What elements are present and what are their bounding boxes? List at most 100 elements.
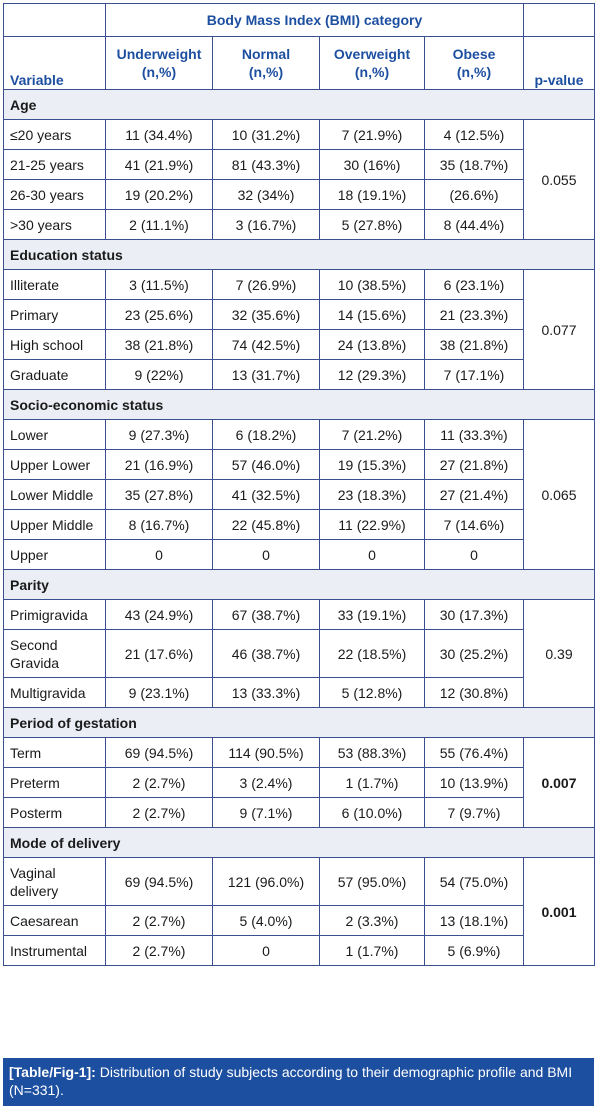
- table-cell: 35 (18.7%): [424, 149, 524, 180]
- table-cell: 3 (11.5%): [105, 269, 213, 300]
- table-cell: 38 (21.8%): [424, 329, 524, 360]
- table-cell: 27 (21.8%): [424, 449, 524, 480]
- table-cell: 0: [212, 935, 320, 966]
- table-cell: 5 (12.8%): [319, 677, 425, 708]
- table-row: Upper 0 0 0 0: [3, 539, 595, 570]
- table-cell: 6 (10.0%): [319, 797, 425, 828]
- table-cell: 67 (38.7%): [212, 599, 320, 630]
- pvalue-cell: 0.055: [523, 119, 595, 240]
- table-row: Graduate 9 (22%) 13 (31.7%) 12 (29.3%) 7 (17…: [3, 359, 595, 390]
- row-label: Multigravida: [3, 677, 106, 708]
- table-cell: 2 (2.7%): [105, 905, 213, 936]
- table-row: Instrumental 2 (2.7%) 0 1 (1.7%) 5 (6.9%): [3, 935, 595, 966]
- bmi-table: Body Mass Index (BMI) category Variable …: [3, 3, 595, 966]
- table-cell: 69 (94.5%): [105, 737, 213, 768]
- table-cell: 21 (23.3%): [424, 299, 524, 330]
- table-cell: 9 (27.3%): [105, 419, 213, 450]
- table-cell: 5 (4.0%): [212, 905, 320, 936]
- row-label: Instrumental: [3, 935, 106, 966]
- table-cell: 6 (18.2%): [212, 419, 320, 450]
- table-cell: 7 (9.7%): [424, 797, 524, 828]
- section-row: Parity: [3, 569, 595, 600]
- row-label: Lower Middle: [3, 479, 106, 510]
- row-label: Upper Middle: [3, 509, 106, 540]
- row-label: Posterm: [3, 797, 106, 828]
- table-cell: 69 (94.5%): [105, 857, 213, 906]
- table-row: Multigravida 9 (23.1%) 13 (33.3%) 5 (12.8%)…: [3, 677, 595, 708]
- table-cell: 57 (46.0%): [212, 449, 320, 480]
- table-row: ≤20 years 11 (34.4%) 10 (31.2%) 7 (21.9%) 4 …: [3, 119, 595, 240]
- table-cell: 12 (29.3%): [319, 359, 425, 390]
- table-cell: 1 (1.7%): [319, 767, 425, 798]
- table-row: Lower Middle 35 (27.8%) 41 (32.5%) 23 (18.3…: [3, 479, 595, 510]
- table-cell: 2 (2.7%): [105, 935, 213, 966]
- table-row: Primigravida 43 (24.9%) 67 (38.7%) 33 (19.1…: [3, 599, 595, 708]
- table-cell: 0: [212, 539, 320, 570]
- table-cell: 5 (27.8%): [319, 209, 425, 240]
- row-label: Lower: [3, 419, 106, 450]
- table-cell: 9 (22%): [105, 359, 213, 390]
- section-row: Socio-economic status: [3, 389, 595, 420]
- table-row: Second Gravida 21 (17.6%) 46 (38.7%) 22 (18…: [3, 629, 595, 678]
- row-label: Term: [3, 737, 106, 768]
- variable-header: Variable: [3, 36, 106, 90]
- table-cell: 0: [319, 539, 425, 570]
- pvalue-cell: 0.39: [523, 599, 595, 708]
- pvalue-cell: 0.065: [523, 419, 595, 570]
- row-label: Vaginal delivery: [3, 857, 106, 906]
- bmi-category-header: Body Mass Index (BMI) category: [105, 3, 524, 37]
- table-row: High school 38 (21.8%) 74 (42.5%) 24 (13.8%…: [3, 329, 595, 360]
- table-cell: 46 (38.7%): [212, 629, 320, 678]
- table-row: Upper Lower 21 (16.9%) 57 (46.0%) 19 (15.3%…: [3, 449, 595, 480]
- row-label: Primary: [3, 299, 106, 330]
- table-cell: 74 (42.5%): [212, 329, 320, 360]
- table-cell: 81 (43.3%): [212, 149, 320, 180]
- table-cell: 54 (75.0%): [424, 857, 524, 906]
- section-title: Period of gestation: [3, 707, 595, 738]
- col-header-normal: Normal (n,%): [212, 36, 320, 90]
- table-cell: 1 (1.7%): [319, 935, 425, 966]
- pvalue-cell: 0.077: [523, 269, 595, 390]
- table-row: Term 69 (94.5%) 114 (90.5%) 53 (88.3%) 55 (7…: [3, 737, 595, 828]
- table-row: Lower 9 (27.3%) 6 (18.2%) 7 (21.2%) 11 (33.3…: [3, 419, 595, 570]
- pvalue-cell: 0.001: [523, 857, 595, 966]
- row-label: Illiterate: [3, 269, 106, 300]
- section-row: Age: [3, 89, 595, 120]
- table-cell: 32 (35.6%): [212, 299, 320, 330]
- header-blank-cell: [3, 3, 106, 37]
- table-cell: (26.6%): [424, 179, 524, 210]
- row-label: Upper: [3, 539, 106, 570]
- row-label: Second Gravida: [3, 629, 106, 678]
- table-cell: 2 (3.3%): [319, 905, 425, 936]
- table-cell: 4 (12.5%): [424, 119, 524, 150]
- table-cell: 22 (18.5%): [319, 629, 425, 678]
- caption-text: Distribution of study subjects according…: [9, 1064, 573, 1098]
- table-cell: 13 (31.7%): [212, 359, 320, 390]
- row-label: 26-30 years: [3, 179, 106, 210]
- table-cell: 8 (44.4%): [424, 209, 524, 240]
- table-cell: 23 (25.6%): [105, 299, 213, 330]
- table-row: Primary 23 (25.6%) 32 (35.6%) 14 (15.6%) 21 …: [3, 299, 595, 330]
- table-cell: 9 (7.1%): [212, 797, 320, 828]
- table-cell: 9 (23.1%): [105, 677, 213, 708]
- col-header-obese: Obese (n,%): [424, 36, 524, 90]
- table-cell: 22 (45.8%): [212, 509, 320, 540]
- table-cell: 19 (15.3%): [319, 449, 425, 480]
- row-label: ≤20 years: [3, 119, 106, 150]
- table-cell: 5 (6.9%): [424, 935, 524, 966]
- row-label: 21-25 years: [3, 149, 106, 180]
- table-cell: 11 (33.3%): [424, 419, 524, 450]
- table-row: Upper Middle 8 (16.7%) 22 (45.8%) 11 (22.9%…: [3, 509, 595, 540]
- table-cell: 2 (2.7%): [105, 767, 213, 798]
- table-cell: 55 (76.4%): [424, 737, 524, 768]
- section-row: Period of gestation: [3, 707, 595, 738]
- table-cell: 3 (2.4%): [212, 767, 320, 798]
- table-row: Preterm 2 (2.7%) 3 (2.4%) 1 (1.7%) 10 (13.9%…: [3, 767, 595, 798]
- row-label: Caesarean: [3, 905, 106, 936]
- row-label: Graduate: [3, 359, 106, 390]
- section-row: Mode of delivery: [3, 827, 595, 858]
- table-cell: 2 (11.1%): [105, 209, 213, 240]
- table-cell: 7 (26.9%): [212, 269, 320, 300]
- table-cell: 2 (2.7%): [105, 797, 213, 828]
- table-cell: 3 (16.7%): [212, 209, 320, 240]
